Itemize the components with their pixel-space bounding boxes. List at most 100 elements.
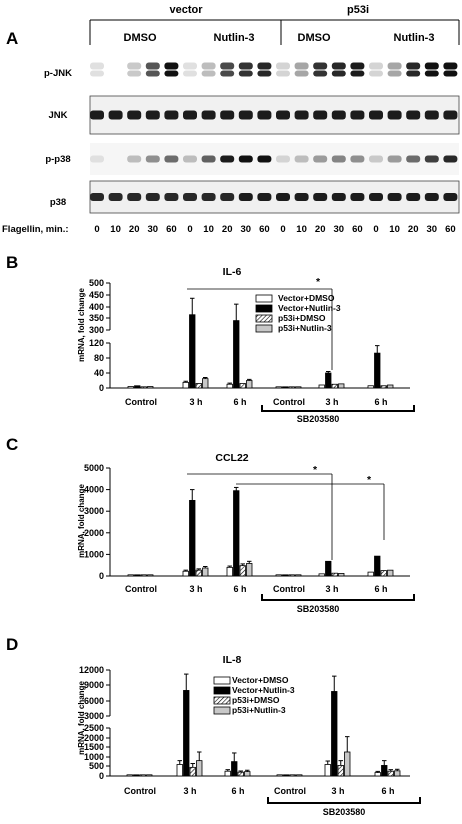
blot-band (276, 110, 290, 120)
blot-band (331, 193, 346, 201)
blot-band (369, 193, 383, 201)
blot-band (331, 155, 346, 163)
blot-band (424, 110, 439, 120)
blot-band (164, 62, 179, 70)
category-label: 6 h (233, 397, 246, 407)
sb203580-bracket (261, 594, 415, 601)
blot-band (257, 193, 272, 201)
significance-star-b: * (316, 276, 321, 288)
legend-label-vector-dmso-d: Vector+DMSO (232, 675, 289, 685)
blot-band (90, 70, 104, 77)
blot-band (238, 193, 253, 201)
lane-label: 0 (373, 224, 378, 235)
y-tick-label: 0 (99, 383, 104, 393)
blot-band (201, 110, 216, 120)
blot-band (183, 70, 197, 77)
sb203580-bracket (267, 797, 421, 804)
legend-label-vector-nutlin-b: Vector+Nutlin-3 (278, 303, 341, 313)
bar (367, 385, 374, 389)
y-tick-label: 2500 (84, 723, 104, 733)
lane-label: 20 (408, 224, 419, 235)
bracket-label-c: SB203580 (297, 604, 340, 614)
category-label: 6 h (231, 786, 244, 796)
panel-label-b: B (6, 253, 18, 272)
blot-band (443, 155, 458, 163)
blot-band (201, 70, 216, 77)
bar (387, 384, 394, 389)
blot-band (220, 70, 235, 77)
y-tick-label: 0 (99, 771, 104, 781)
bar (176, 764, 183, 777)
category-label: 6 h (374, 397, 387, 407)
bar (295, 574, 302, 577)
blot-band (406, 62, 421, 70)
blot-band (387, 110, 402, 120)
bracket-label-d: SB203580 (323, 807, 366, 817)
blot-band (387, 155, 402, 163)
bar (126, 774, 133, 777)
legend-label-p53i-nutlin-d: p53i+Nutlin-3 (232, 705, 286, 715)
bar (237, 771, 244, 777)
blot-band (387, 62, 402, 70)
blot-band (294, 155, 309, 163)
blot-band (350, 110, 365, 120)
blot-band (127, 62, 142, 70)
blot-band (331, 110, 346, 120)
blot-band (238, 110, 253, 120)
blot-band (294, 193, 309, 201)
bar (195, 383, 202, 389)
lane-label: 10 (110, 224, 121, 235)
blot-band (145, 193, 160, 201)
bar (275, 574, 282, 577)
chart-title-il6: IL-6 (223, 266, 242, 278)
blot-strip-p-p38 (90, 143, 459, 175)
bar (283, 774, 290, 777)
blot-band (238, 70, 253, 77)
bar (374, 772, 381, 777)
chart-ccl22: 5000 4000 3000 2000 1000 0 Control 3 h 6 h Contro… (84, 463, 415, 601)
blot-band (424, 193, 439, 201)
lane-label: 10 (296, 224, 307, 235)
blot-band (164, 110, 179, 120)
y-tick-label: 4000 (84, 485, 104, 495)
blot-band (313, 62, 328, 70)
y-tick-label: 12000 (79, 665, 104, 675)
blot-band (331, 70, 346, 77)
bar (380, 385, 387, 389)
bracket-label-b: SB203580 (297, 414, 340, 424)
y-axis-label-c: mRNA, fold change (77, 484, 86, 558)
blot-band (443, 193, 458, 201)
significance-star-c2: * (367, 474, 372, 486)
category-label: 3 h (325, 584, 338, 594)
y-tick-label: 3000 (84, 711, 104, 721)
lane-label: 10 (203, 224, 214, 235)
blot-band (276, 193, 290, 201)
blot-band (387, 70, 402, 77)
lane-label: 30 (148, 224, 159, 235)
bar (387, 770, 394, 777)
lane-label: 10 (389, 224, 400, 235)
y-tick-label: 2000 (84, 528, 104, 538)
bar (233, 490, 240, 577)
blot-band (127, 155, 142, 163)
panel-label-c: C (6, 435, 18, 454)
blot-band (183, 155, 197, 163)
category-label: Control (273, 584, 305, 594)
bar (139, 774, 146, 777)
lane-axis-label: Flagellin, min.: (2, 224, 69, 235)
bar (182, 570, 189, 577)
blot-label-p-p38: p-p38 (45, 154, 70, 165)
blot-band (443, 62, 458, 70)
legend-swatch (255, 304, 273, 313)
bar (374, 352, 381, 389)
legend-swatch (255, 324, 273, 333)
bar (387, 569, 394, 577)
blot-band (350, 62, 365, 70)
bar (146, 774, 153, 777)
bar (239, 565, 246, 577)
blot-band (406, 155, 421, 163)
bar (394, 770, 401, 777)
y-tick-label: 450 (89, 290, 104, 300)
blot-label-jnk: JNK (48, 110, 67, 121)
blot-band (238, 155, 253, 163)
